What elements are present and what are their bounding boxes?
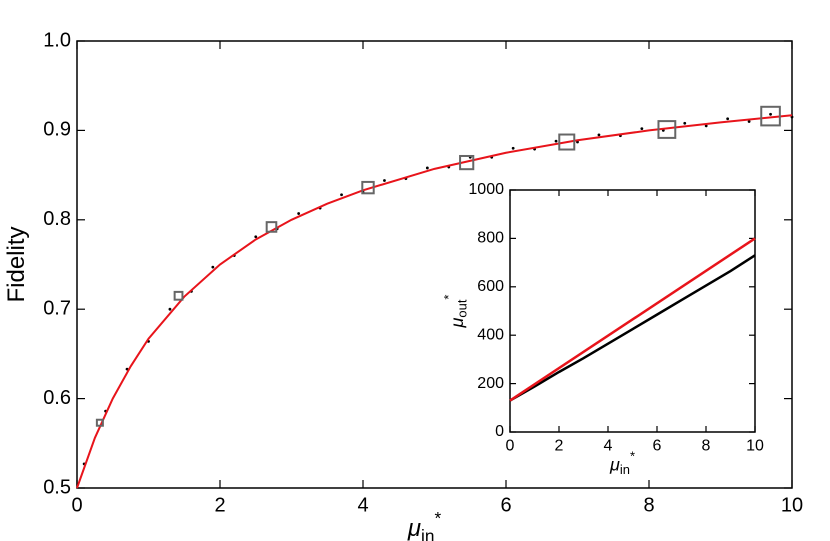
label-sup: * <box>630 449 635 464</box>
y-tick-label: 0.8 <box>43 208 71 230</box>
data-point <box>511 146 515 150</box>
data-square <box>657 120 677 139</box>
data-point <box>211 265 215 269</box>
y-tick-label: 0.7 <box>43 297 71 319</box>
data-square <box>361 180 375 195</box>
y-tick-label: 600 <box>477 278 504 295</box>
y-tick-label: 0.9 <box>43 119 71 141</box>
plot-area <box>509 189 756 433</box>
data-square <box>760 105 781 127</box>
y-tick-label: 1000 <box>468 181 504 198</box>
data-square <box>265 221 278 233</box>
x-tick-label: 2 <box>555 438 564 455</box>
x-tick-label: 10 <box>746 438 764 455</box>
x-tick-label: 4 <box>357 494 368 516</box>
label-sup: * <box>441 295 456 300</box>
line <box>76 114 793 489</box>
data-square <box>558 133 576 151</box>
data-point <box>340 193 343 197</box>
label-symbol: μ <box>447 317 467 328</box>
label-symbol: μ <box>609 454 620 474</box>
x-tick-label: 8 <box>702 438 711 455</box>
x-tick-label: 6 <box>653 438 662 455</box>
data-point <box>168 307 172 311</box>
y-tick-label: 400 <box>477 326 504 343</box>
label-text: Fidelity <box>3 226 30 302</box>
y-tick-label: 1.0 <box>43 29 71 51</box>
data-point <box>425 166 429 170</box>
data-point <box>747 120 751 123</box>
data-point <box>726 117 730 121</box>
data-square <box>95 418 104 427</box>
y-tick-label: 200 <box>477 375 504 392</box>
line <box>509 237 756 402</box>
label-sub: in <box>620 462 630 477</box>
data-point <box>383 179 386 182</box>
data-point <box>704 124 708 128</box>
y-tick-label: 0.6 <box>43 387 71 409</box>
x-tick-label: 0 <box>71 494 82 516</box>
x-axis-label: μin* <box>407 508 442 541</box>
data-point <box>597 133 601 137</box>
y-axis-label: Fidelity <box>3 226 30 302</box>
data-point <box>297 212 301 215</box>
label-sub: out <box>455 299 470 317</box>
data-point <box>254 235 258 239</box>
x-tick-label: 2 <box>214 494 225 516</box>
x-tick-label: 8 <box>643 494 654 516</box>
data-point <box>683 121 687 125</box>
data-point <box>554 139 558 143</box>
x-tick-label: 10 <box>781 494 803 516</box>
label-symbol: μ <box>407 515 421 541</box>
y-tick-label: 0.5 <box>43 476 71 498</box>
x-tick-label: 6 <box>500 494 511 516</box>
y-tick-label: 0 <box>495 423 504 440</box>
data-point <box>769 112 772 116</box>
label-sub: in <box>421 526 434 541</box>
data-square <box>459 154 475 171</box>
data-point <box>640 127 644 131</box>
x-axis-label: μin* <box>609 449 635 478</box>
line <box>509 254 756 402</box>
label-sup: * <box>434 508 441 528</box>
y-tick-label: 800 <box>477 230 504 247</box>
x-tick-label: 4 <box>604 438 613 455</box>
data-square <box>173 290 184 301</box>
x-tick-label: 0 <box>506 438 515 455</box>
data-point <box>790 115 794 119</box>
y-axis-label: μout* <box>441 295 470 329</box>
